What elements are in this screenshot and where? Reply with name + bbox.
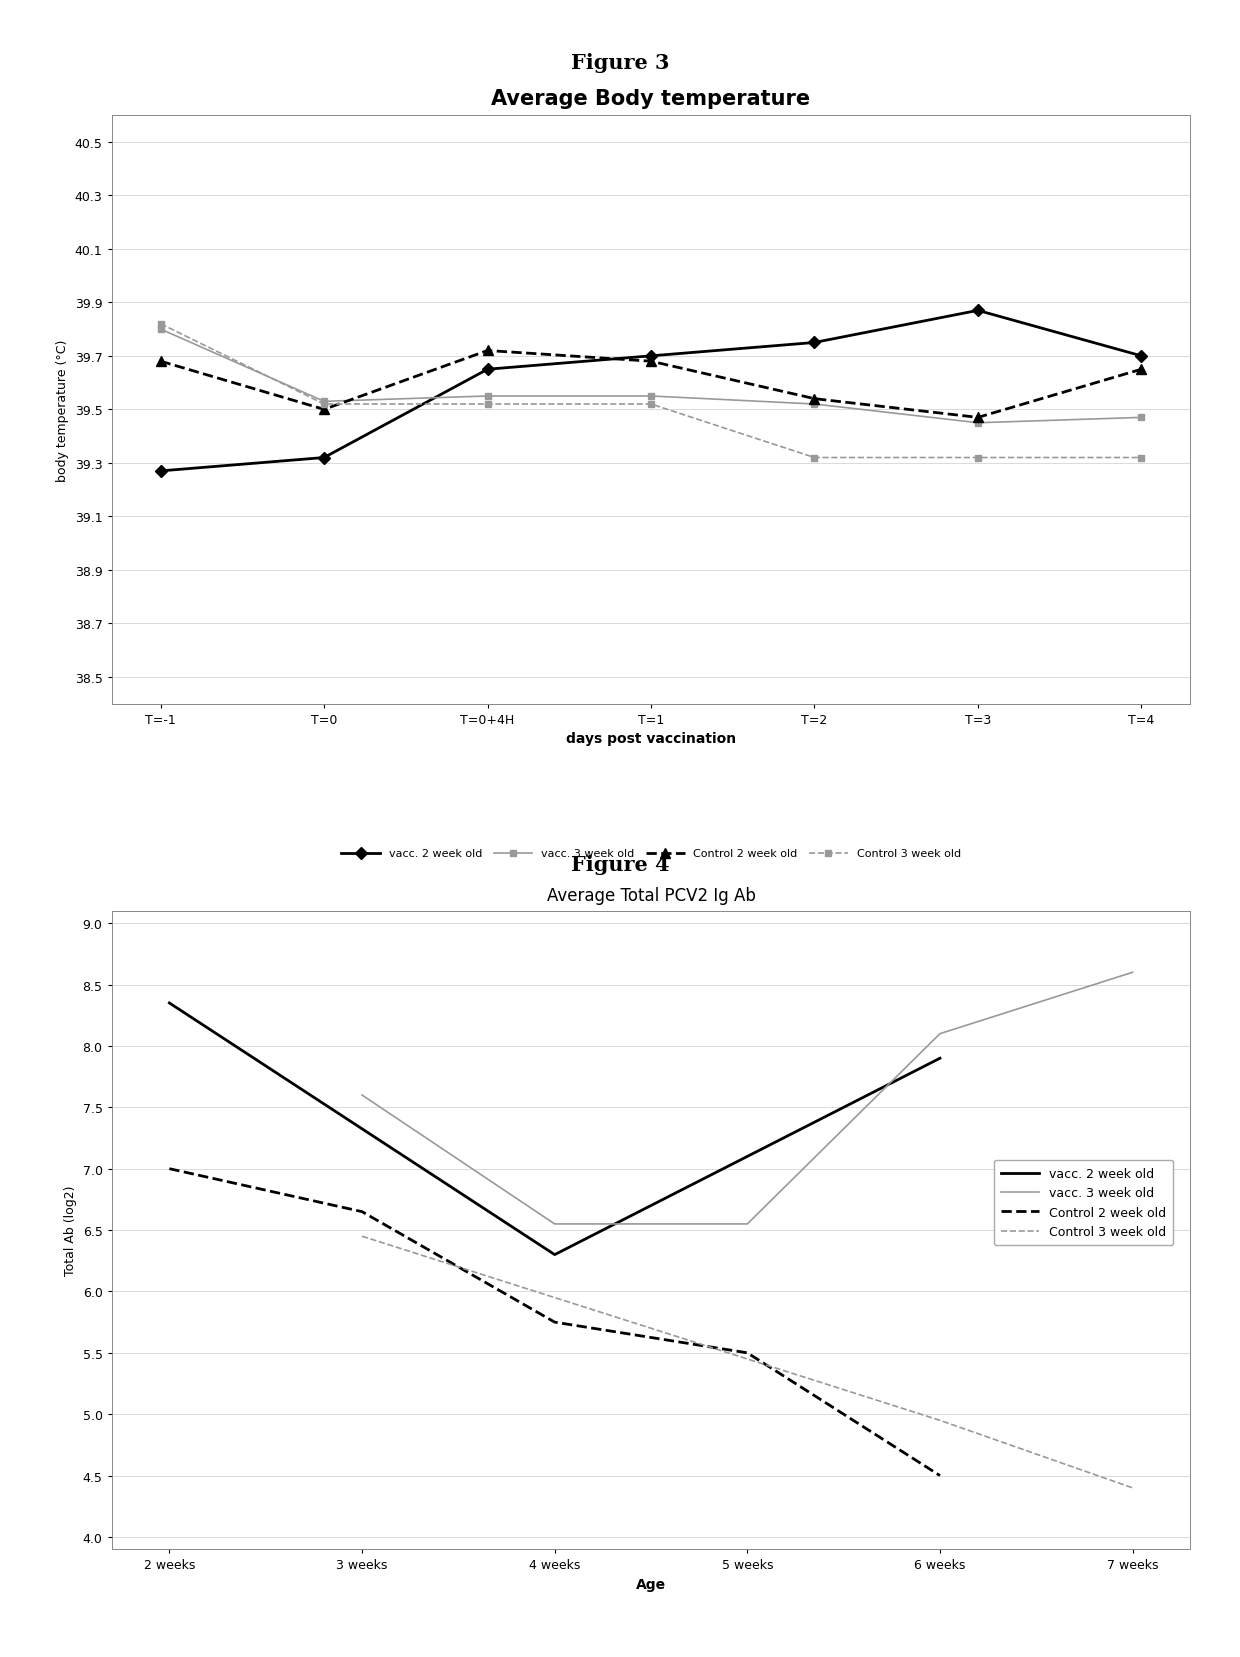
Y-axis label: Total Ab (log2): Total Ab (log2) [64,1185,77,1276]
Title: Average Total PCV2 Ig Ab: Average Total PCV2 Ig Ab [547,886,755,905]
X-axis label: days post vaccination: days post vaccination [565,732,737,746]
X-axis label: Age: Age [636,1577,666,1591]
Text: Figure 3: Figure 3 [570,53,670,73]
Title: Average Body temperature: Average Body temperature [491,89,811,109]
Y-axis label: body temperature (°C): body temperature (°C) [56,340,69,481]
Legend: vacc. 2 week old, vacc. 3 week old, Control 2 week old, Control 3 week old: vacc. 2 week old, vacc. 3 week old, Cont… [993,1160,1173,1246]
Legend: vacc. 2 week old, vacc. 3 week old, Control 2 week old, Control 3 week old: vacc. 2 week old, vacc. 3 week old, Cont… [337,845,965,863]
Text: Figure 4: Figure 4 [570,855,670,875]
